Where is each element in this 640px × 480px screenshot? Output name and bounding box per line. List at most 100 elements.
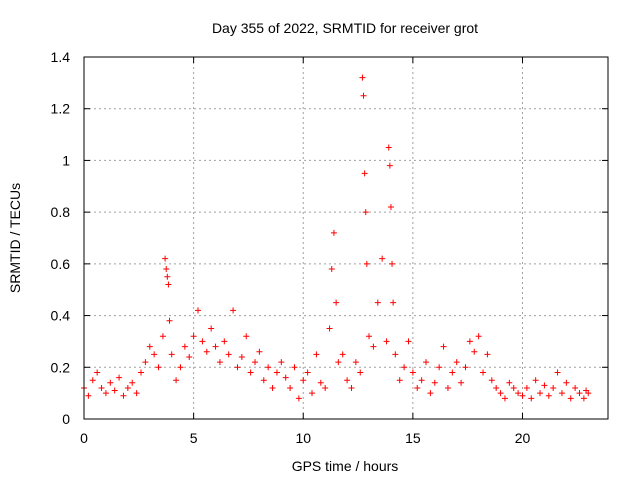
data-point: [389, 260, 396, 267]
data-point: [225, 351, 232, 358]
data-point: [390, 299, 397, 306]
data-point: [444, 384, 451, 391]
data-point: [133, 390, 140, 397]
axis-ticks: [83, 56, 608, 420]
data-point: [348, 384, 355, 391]
data-point: [212, 343, 219, 350]
data-point: [238, 353, 245, 360]
data-point: [203, 348, 210, 355]
data-point: [138, 369, 145, 376]
x-tick-label: 10: [295, 430, 311, 446]
data-point: [190, 333, 197, 340]
data-point: [541, 382, 548, 389]
data-point: [363, 260, 370, 267]
data-point: [497, 390, 504, 397]
data-point: [370, 343, 377, 350]
data-point: [309, 390, 316, 397]
data-point: [120, 392, 127, 399]
data-point: [98, 384, 105, 391]
y-tick-label: 1.4: [51, 49, 71, 65]
data-point: [374, 299, 381, 306]
data-point: [317, 379, 324, 386]
data-point: [360, 92, 367, 99]
data-points: [81, 74, 592, 402]
data-point: [537, 390, 544, 397]
data-point: [234, 364, 241, 371]
data-point: [195, 307, 202, 314]
data-point: [230, 307, 237, 314]
data-point: [431, 379, 438, 386]
data-point: [199, 338, 206, 345]
data-point: [493, 384, 500, 391]
data-point: [352, 359, 359, 366]
data-point: [278, 359, 285, 366]
data-point: [164, 273, 171, 280]
data-point: [396, 377, 403, 384]
data-point: [563, 379, 570, 386]
data-point: [532, 377, 539, 384]
data-point: [401, 364, 408, 371]
data-point: [449, 369, 456, 376]
data-point: [359, 74, 366, 81]
data-point: [387, 203, 394, 210]
data-point: [339, 351, 346, 358]
data-point: [458, 379, 465, 386]
data-point: [392, 351, 399, 358]
data-point: [405, 338, 412, 345]
data-point: [295, 395, 302, 402]
y-tick-label: 0.8: [51, 204, 71, 220]
data-point: [409, 369, 416, 376]
data-point: [480, 369, 487, 376]
data-point: [142, 359, 149, 366]
data-point: [129, 379, 136, 386]
data-point: [300, 377, 307, 384]
data-point: [256, 348, 263, 355]
data-point: [173, 377, 180, 384]
y-tick-label: 0.2: [51, 359, 71, 375]
data-point: [162, 255, 169, 262]
data-point: [85, 392, 92, 399]
data-point: [471, 348, 478, 355]
data-point: [427, 390, 434, 397]
data-point: [247, 369, 254, 376]
data-point: [466, 338, 473, 345]
data-point: [475, 333, 482, 340]
data-point: [326, 325, 333, 332]
data-point: [260, 377, 267, 384]
data-point: [304, 369, 311, 376]
data-point: [440, 343, 447, 350]
data-point: [116, 374, 123, 381]
data-point: [151, 351, 158, 358]
data-point: [545, 392, 552, 399]
data-point: [554, 369, 561, 376]
data-point: [462, 364, 469, 371]
data-point: [163, 266, 170, 273]
data-point: [567, 395, 574, 402]
data-point: [386, 162, 393, 169]
tick-labels: 0 5 10 15 20 0 0.2 0.4 0.6 0.8 1 1.2 1.4: [51, 49, 531, 446]
data-point: [515, 390, 522, 397]
data-point: [291, 364, 298, 371]
data-point: [572, 384, 579, 391]
data-point: [243, 333, 250, 340]
data-point: [344, 377, 351, 384]
data-point: [501, 395, 508, 402]
data-point: [335, 359, 342, 366]
y-tick-label: 0.6: [51, 256, 71, 272]
data-point: [361, 170, 368, 177]
x-tick-label: 0: [80, 430, 88, 446]
data-point: [379, 255, 386, 262]
data-point: [159, 333, 166, 340]
data-point: [362, 209, 369, 216]
grid: [84, 57, 608, 419]
data-point: [146, 343, 153, 350]
data-point: [252, 359, 259, 366]
data-point: [94, 369, 101, 376]
data-point: [576, 390, 583, 397]
data-point: [414, 384, 421, 391]
data-point: [89, 377, 96, 384]
data-point: [265, 364, 272, 371]
data-point: [484, 351, 491, 358]
data-point: [510, 384, 517, 391]
